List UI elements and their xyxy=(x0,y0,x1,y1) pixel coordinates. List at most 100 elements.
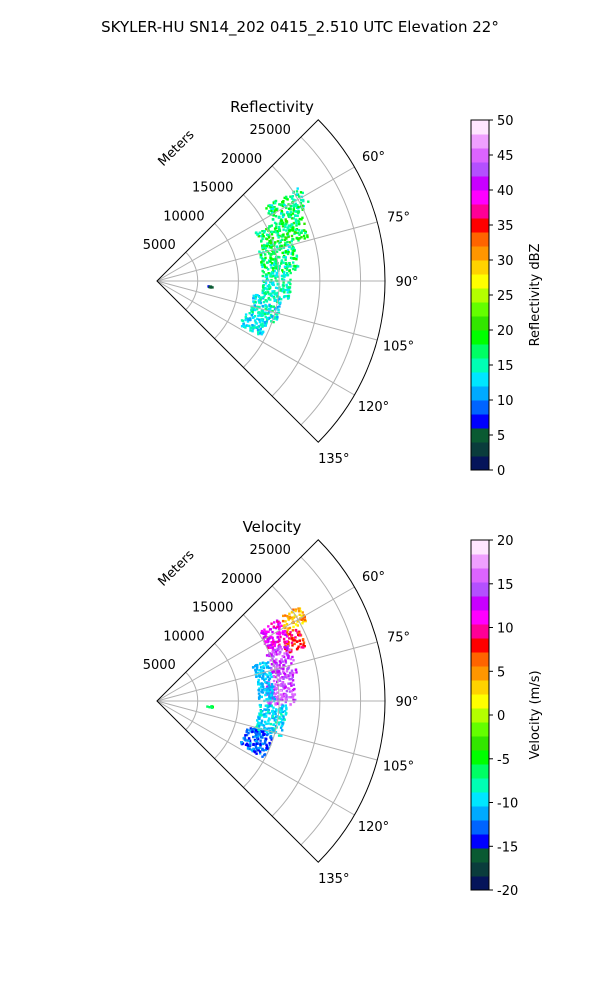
echo-gate-3 xyxy=(280,274,284,278)
angle-tick-label: 120° xyxy=(358,400,389,415)
echo-gate-1 xyxy=(279,222,282,226)
echo-gate-5 xyxy=(268,688,271,692)
echo-gate-4 xyxy=(252,297,255,300)
echo-gate-1 xyxy=(292,639,295,642)
echo-gate-3 xyxy=(274,292,277,295)
echo-gate-1 xyxy=(273,242,276,245)
echo-gate-1 xyxy=(261,230,264,233)
echo-gate-1 xyxy=(292,221,296,225)
echo-gate-4 xyxy=(290,681,293,685)
echo-gate-5 xyxy=(255,668,258,671)
echo-gate-1 xyxy=(285,229,288,232)
echo-gate-7 xyxy=(256,734,260,738)
echo-gate-2 xyxy=(263,632,267,635)
echo-gate-3 xyxy=(284,274,288,277)
echo-gate-1 xyxy=(283,642,287,645)
echo-gate-1 xyxy=(294,636,297,639)
echo-gate-0 xyxy=(299,201,303,205)
echo-gate-2 xyxy=(269,254,272,257)
echo-gate-0 xyxy=(295,193,299,196)
echo-gate-0 xyxy=(291,195,294,198)
azimuth-spoke xyxy=(156,700,378,761)
echo-gate-2 xyxy=(258,250,261,253)
echo-gate-2 xyxy=(289,256,293,260)
echo-gate-7 xyxy=(257,732,260,735)
echo-gate-5 xyxy=(258,332,262,335)
colorbar-label: Reflectivity dBZ xyxy=(528,244,543,347)
echo-gate-0 xyxy=(284,614,287,617)
colorbar-swatch xyxy=(471,666,489,681)
echo-gate-1 xyxy=(266,242,269,245)
echo-gate-5 xyxy=(259,329,262,332)
echo-gate-6 xyxy=(256,723,259,726)
echo-gate-1 xyxy=(257,235,260,238)
colorbar-swatch xyxy=(471,624,489,639)
echo-gate-4 xyxy=(266,318,269,322)
echo-gate-7 xyxy=(265,743,268,747)
colorbar-swatch xyxy=(471,806,489,821)
echo-gate-5 xyxy=(261,682,264,686)
echo-gate-1 xyxy=(284,222,288,226)
echo-gate-4 xyxy=(254,297,257,300)
echo-gate-2 xyxy=(273,640,277,644)
echo-gate-5 xyxy=(267,697,270,701)
echo-gate-0 xyxy=(289,195,292,198)
echo-gate-5 xyxy=(259,672,262,676)
echo-gate-2 xyxy=(277,630,281,633)
echo-gate-6 xyxy=(257,716,260,719)
echo-gate-2 xyxy=(291,252,295,255)
echo-gate-3 xyxy=(272,274,276,278)
echo-gate-1 xyxy=(280,235,283,238)
colorbar-swatch xyxy=(471,302,489,317)
echo-gate-7 xyxy=(259,735,263,738)
colorbar-swatch xyxy=(471,778,489,793)
echo-gate-2 xyxy=(278,621,282,625)
radial-tick-label: 15000 xyxy=(192,181,233,196)
echo-gate-1 xyxy=(275,231,278,234)
echo-gate-2 xyxy=(264,630,267,634)
echo-gate-4 xyxy=(277,678,280,681)
echo-gate-6 xyxy=(271,715,275,718)
echo-gate-1 xyxy=(263,231,266,234)
echo-gate-4 xyxy=(264,307,267,311)
echo-gate-4 xyxy=(274,703,277,706)
echo-gate-7 xyxy=(259,750,262,753)
echo-gate-3 xyxy=(282,288,285,291)
echo-gate-3 xyxy=(265,277,269,280)
echo-gate-3 xyxy=(278,296,281,299)
echo-gate-2 xyxy=(284,629,287,633)
echo-gate-2 xyxy=(274,267,277,270)
echo-gate-3 xyxy=(268,284,271,287)
echo-gate-5 xyxy=(256,328,260,332)
echo-gate-2 xyxy=(283,265,287,268)
echo-gate-4 xyxy=(278,679,282,682)
echo-gate-7 xyxy=(265,737,268,741)
echo-gate-1 xyxy=(287,224,291,227)
echo-gate-0 xyxy=(300,614,304,618)
echo-gate-2 xyxy=(265,635,268,639)
echo-gate-5 xyxy=(267,678,271,682)
echo-gate-1 xyxy=(299,642,302,646)
colorbar-tick-label: 10 xyxy=(497,394,514,409)
echo-gate-6 xyxy=(267,719,270,722)
colorbar-swatch xyxy=(471,358,489,373)
echo-gate-3 xyxy=(270,663,274,666)
echo-gate-5 xyxy=(259,675,262,678)
echo-gate-1 xyxy=(302,646,305,649)
echo-gate-5 xyxy=(264,677,267,680)
echo-gate-4 xyxy=(256,294,259,297)
colorbar-swatch xyxy=(471,414,489,429)
echo-gate-4 xyxy=(269,305,273,308)
radial-tick-label: 10000 xyxy=(163,209,204,224)
echo-gate-4 xyxy=(274,692,277,696)
echo-gate-2 xyxy=(267,272,270,275)
echo-gate-3 xyxy=(285,670,289,673)
echo-gate-3 xyxy=(277,670,280,673)
echo-gate-2 xyxy=(265,640,268,643)
echo-gate-7 xyxy=(254,735,257,738)
echo-gate-4 xyxy=(276,691,279,694)
echo-gate-1 xyxy=(294,218,298,221)
echo-gate-2 xyxy=(296,265,300,268)
echo-gate-1 xyxy=(293,231,297,234)
echo-gate-7 xyxy=(247,739,250,742)
